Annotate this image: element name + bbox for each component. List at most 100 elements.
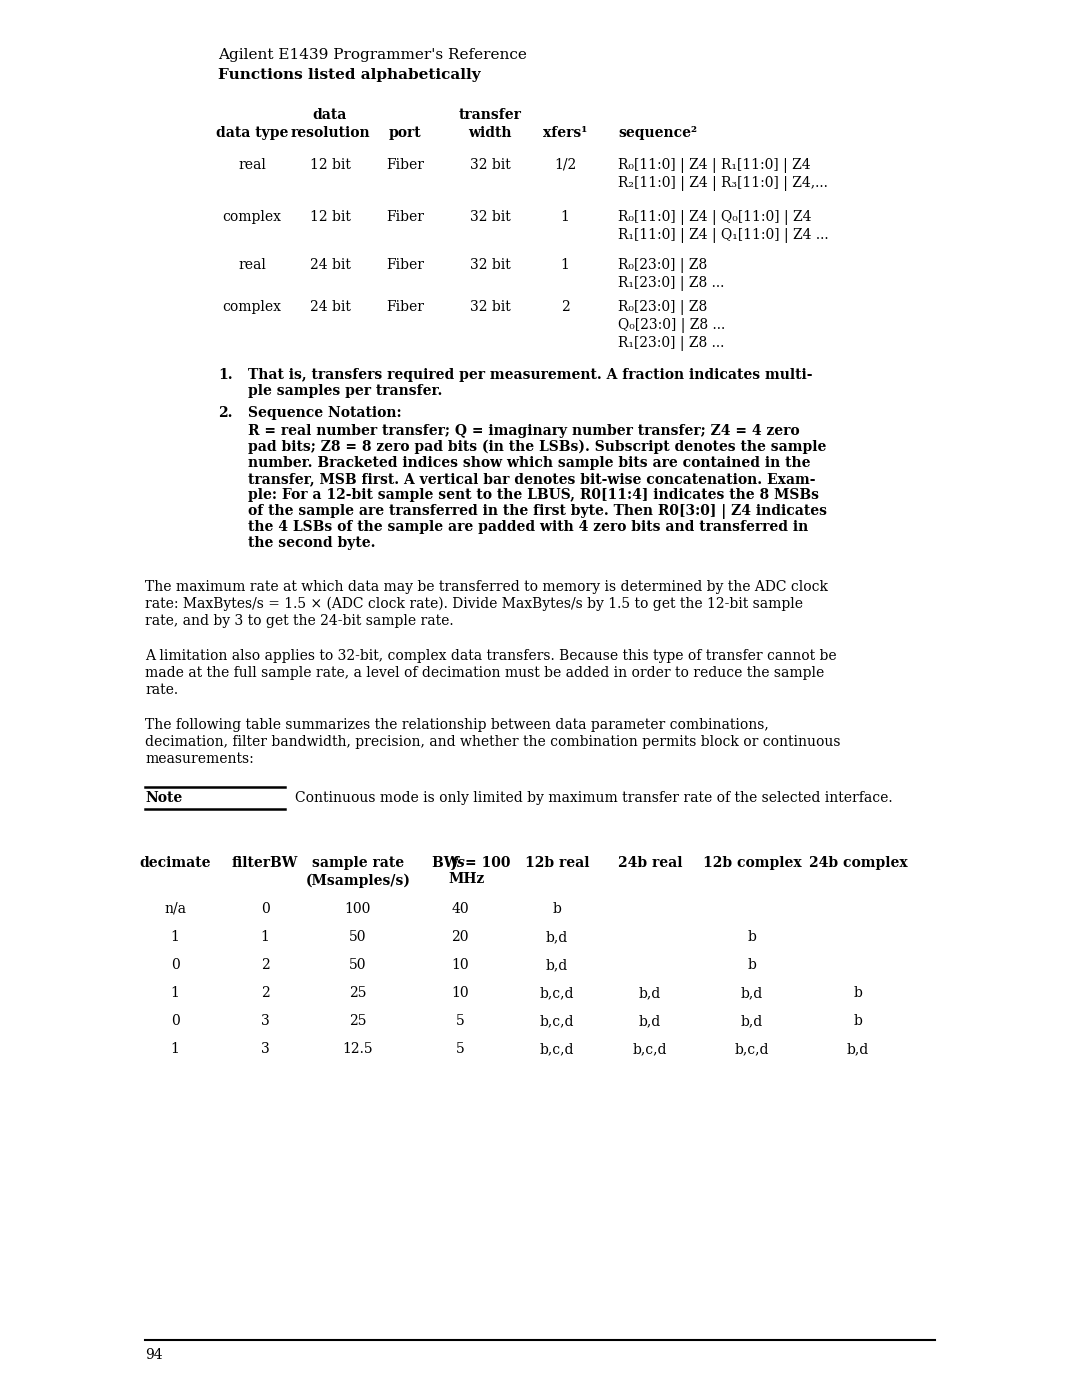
Text: 32 bit: 32 bit: [470, 158, 511, 172]
Text: 10: 10: [451, 958, 469, 972]
Text: 1: 1: [171, 986, 179, 1000]
Text: port: port: [389, 126, 421, 140]
Text: b,c,d: b,c,d: [540, 1014, 575, 1028]
Text: Sequence Notation:: Sequence Notation:: [248, 407, 402, 420]
Text: rate, and by 3 to get the 24-bit sample rate.: rate, and by 3 to get the 24-bit sample …: [145, 615, 454, 629]
Text: R₂[11:0] | Z4 | R₃[11:0] | Z4,...: R₂[11:0] | Z4 | R₃[11:0] | Z4,...: [618, 176, 828, 191]
Text: 2: 2: [561, 300, 569, 314]
Text: b: b: [747, 958, 756, 972]
Text: Fiber: Fiber: [386, 158, 424, 172]
Text: Continuous mode is only limited by maximum transfer rate of the selected interfa: Continuous mode is only limited by maxim…: [295, 791, 893, 805]
Text: measurements:: measurements:: [145, 752, 254, 766]
Text: 1/2: 1/2: [554, 158, 576, 172]
Text: resolution: resolution: [291, 126, 369, 140]
Text: decimate: decimate: [139, 856, 211, 870]
Text: 32 bit: 32 bit: [470, 210, 511, 224]
Text: 50: 50: [349, 958, 367, 972]
Text: 40: 40: [451, 902, 469, 916]
Text: A limitation also applies to 32-bit, complex data transfers. Because this type o: A limitation also applies to 32-bit, com…: [145, 650, 837, 664]
Text: 2.: 2.: [218, 407, 232, 420]
Text: 0: 0: [260, 902, 269, 916]
Text: sequence²: sequence²: [618, 126, 697, 140]
Text: b,c,d: b,c,d: [633, 1042, 667, 1056]
Text: 1: 1: [171, 1042, 179, 1056]
Text: ple samples per transfer.: ple samples per transfer.: [248, 384, 443, 398]
Text: 32 bit: 32 bit: [470, 300, 511, 314]
Text: b: b: [853, 986, 863, 1000]
Text: The maximum rate at which data may be transferred to memory is determined by the: The maximum rate at which data may be tr…: [145, 580, 828, 594]
Text: Fiber: Fiber: [386, 210, 424, 224]
Text: sample rate
(Msamples/s): sample rate (Msamples/s): [306, 856, 410, 888]
Text: R₁[23:0] | Z8 ...: R₁[23:0] | Z8 ...: [618, 337, 725, 351]
Text: 12 bit: 12 bit: [310, 158, 350, 172]
Text: b: b: [747, 930, 756, 944]
Text: 24 bit: 24 bit: [310, 258, 350, 272]
Text: b: b: [553, 902, 562, 916]
Text: 3: 3: [260, 1014, 269, 1028]
Text: b,d: b,d: [847, 1042, 869, 1056]
Text: 94: 94: [145, 1348, 163, 1362]
Text: b,d: b,d: [639, 1014, 661, 1028]
Text: b,d: b,d: [639, 986, 661, 1000]
Text: b: b: [853, 1014, 863, 1028]
Text: 24 bit: 24 bit: [310, 300, 350, 314]
Text: 24b complex: 24b complex: [809, 856, 907, 870]
Text: b,d: b,d: [545, 930, 568, 944]
Text: ple: For a 12-bit sample sent to the LBUS, R0[11:4] indicates the 8 MSBs: ple: For a 12-bit sample sent to the LBU…: [248, 488, 819, 502]
Text: 25: 25: [349, 986, 367, 1000]
Text: 2: 2: [260, 986, 269, 1000]
Text: 100: 100: [345, 902, 372, 916]
Text: of the sample are transferred in the first byte. Then R0[3:0] | Z4 indicates: of the sample are transferred in the fir…: [248, 504, 827, 520]
Text: R₁[23:0] | Z8 ...: R₁[23:0] | Z8 ...: [618, 277, 725, 291]
Text: number. Bracketed indices show which sample bits are contained in the: number. Bracketed indices show which sam…: [248, 455, 810, 469]
Text: real: real: [238, 258, 266, 272]
Text: Note: Note: [145, 791, 183, 805]
Text: b,c,d: b,c,d: [540, 986, 575, 1000]
Text: complex: complex: [222, 300, 282, 314]
Text: R₀[11:0] | Z4 | Q₀[11:0] | Z4: R₀[11:0] | Z4 | Q₀[11:0] | Z4: [618, 210, 811, 225]
Text: R₁[11:0] | Z4 | Q₁[11:0] | Z4 ...: R₁[11:0] | Z4 | Q₁[11:0] | Z4 ...: [618, 228, 828, 243]
Text: Fiber: Fiber: [386, 300, 424, 314]
Text: 10: 10: [451, 986, 469, 1000]
Text: made at the full sample rate, a level of decimation must be added in order to re: made at the full sample rate, a level of…: [145, 666, 824, 680]
Text: 5: 5: [456, 1014, 464, 1028]
Text: rate: MaxBytes/s = 1.5 × (ADC clock rate). Divide MaxBytes/s by 1.5 to get the 1: rate: MaxBytes/s = 1.5 × (ADC clock rate…: [145, 597, 804, 612]
Text: Fiber: Fiber: [386, 258, 424, 272]
Text: complex: complex: [222, 210, 282, 224]
Text: Functions listed alphabetically: Functions listed alphabetically: [218, 68, 481, 82]
Text: the second byte.: the second byte.: [248, 536, 376, 550]
Text: 1: 1: [561, 258, 569, 272]
Text: 2: 2: [260, 958, 269, 972]
Text: = 100: = 100: [465, 856, 511, 870]
Text: data: data: [313, 108, 347, 122]
Text: 25: 25: [349, 1014, 367, 1028]
Text: 12.5: 12.5: [342, 1042, 374, 1056]
Text: 0: 0: [171, 958, 179, 972]
Text: filterBW: filterBW: [232, 856, 298, 870]
Text: data type: data type: [216, 126, 288, 140]
Text: decimation, filter bandwidth, precision, and whether the combination permits blo: decimation, filter bandwidth, precision,…: [145, 735, 840, 749]
Text: 1: 1: [561, 210, 569, 224]
Text: BW: BW: [432, 856, 464, 870]
Text: real: real: [238, 158, 266, 172]
Text: 24b real: 24b real: [618, 856, 683, 870]
Text: b,d: b,d: [741, 986, 764, 1000]
Text: transfer: transfer: [459, 108, 522, 122]
Text: width: width: [469, 126, 512, 140]
Text: 3: 3: [260, 1042, 269, 1056]
Text: transfer, MSB first. A vertical bar denotes bit-wise concatenation. Exam-: transfer, MSB first. A vertical bar deno…: [248, 472, 815, 486]
Text: xfers¹: xfers¹: [543, 126, 588, 140]
Text: 1.: 1.: [218, 367, 232, 381]
Text: 12b real: 12b real: [525, 856, 590, 870]
Text: 1: 1: [171, 930, 179, 944]
Text: 20: 20: [451, 930, 469, 944]
Text: the 4 LSBs of the sample are padded with 4 zero bits and transferred in: the 4 LSBs of the sample are padded with…: [248, 520, 808, 534]
Text: 32 bit: 32 bit: [470, 258, 511, 272]
Text: R₀[23:0] | Z8: R₀[23:0] | Z8: [618, 258, 707, 272]
Text: 12b complex: 12b complex: [703, 856, 801, 870]
Text: 5: 5: [456, 1042, 464, 1056]
Text: fs: fs: [453, 856, 465, 870]
Text: 50: 50: [349, 930, 367, 944]
Text: b,c,d: b,c,d: [734, 1042, 769, 1056]
Text: 1: 1: [260, 930, 269, 944]
